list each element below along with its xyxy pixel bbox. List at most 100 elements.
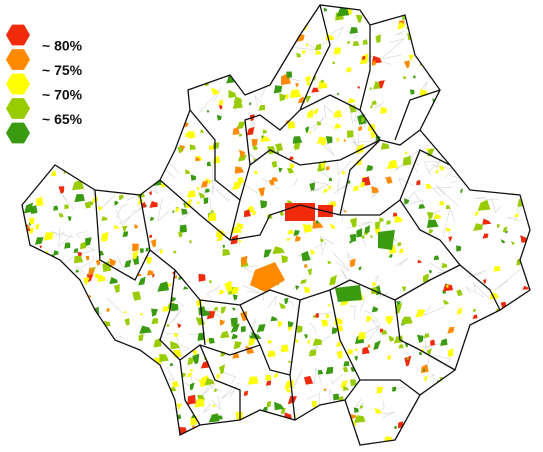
value-patch [409,21,414,27]
value-patch [90,26,102,35]
value-patch [53,250,59,256]
value-patch [364,225,370,234]
value-patch [463,390,467,394]
neighborhood-line [360,296,366,311]
value-patch [423,333,430,338]
value-patch [263,249,272,258]
value-patch [181,208,188,215]
value-patch [208,413,220,423]
value-patch [443,299,449,305]
neighborhood-line [480,368,487,388]
value-patch [207,212,217,222]
district-border [159,269,296,421]
value-patch [426,348,432,357]
value-patch [521,410,529,419]
legend-swatch [6,73,30,95]
value-patch [287,121,296,129]
value-patch [206,428,212,434]
value-patch [208,280,212,284]
value-patch [416,179,421,186]
value-patch [53,323,58,329]
value-patch [515,354,519,359]
value-patch [513,115,524,127]
value-patch [358,266,362,271]
value-patch [249,102,252,106]
value-patch [29,331,33,335]
neighborhood-line [291,42,318,51]
value-patch [389,6,393,12]
value-patch [100,78,103,81]
value-patch [156,47,164,56]
value-patch [88,201,94,206]
value-patch [475,211,479,217]
value-patch [52,444,61,445]
neighborhood-line [484,62,500,75]
value-patch [525,263,530,271]
neighborhood-line [141,47,155,64]
value-patch [192,353,200,365]
neighborhood-line [406,425,425,432]
value-patch [312,220,324,229]
value-patch [251,211,257,216]
neighborhood-line [208,309,223,319]
value-patch [130,171,138,179]
neighborhood-line [247,151,259,161]
neighborhood-line [491,320,506,334]
value-patch [471,140,475,145]
value-patch [81,6,88,13]
value-patch [320,238,324,243]
value-patch [513,85,519,92]
value-patch [441,262,448,269]
value-patch [208,338,215,344]
value-patch [485,17,491,25]
value-patch [256,81,260,85]
value-patch [247,81,255,89]
value-patch [399,248,404,254]
neighborhood-line [269,7,286,20]
value-patch [524,68,530,76]
neighborhood-line [254,31,261,42]
value-patch [479,28,485,35]
neighborhood-line [494,268,522,291]
value-patch [312,338,322,346]
value-patch [442,382,447,387]
value-patch [232,294,238,301]
value-patch [466,351,472,360]
value-patch [343,361,350,367]
neighborhood-line [106,298,124,314]
value-patch [195,20,204,28]
value-patch [471,113,477,118]
value-patch [231,333,238,340]
value-patch [525,398,530,405]
value-patch [511,241,515,245]
value-patch [464,380,476,389]
value-patch [92,407,97,413]
value-patch [35,179,38,183]
value-patch [218,415,223,420]
value-patch [237,51,243,56]
value-patch [456,289,463,297]
neighborhood-line [124,383,137,397]
value-patch [50,435,59,441]
value-patch [116,365,121,370]
neighborhood-line [63,341,90,357]
value-patch [102,104,108,114]
value-patch [82,175,88,180]
value-patch [186,372,192,378]
neighborhood-line [309,187,322,192]
value-patch [308,131,312,135]
value-patch [25,305,30,309]
value-patch [448,69,456,77]
value-patch [440,420,444,425]
value-patch [190,11,196,16]
value-patch [313,108,319,115]
value-patch [188,198,192,203]
neighborhood-line [290,368,304,391]
value-patch [93,91,101,101]
neighborhood-line [50,231,75,238]
value-patch [169,363,174,366]
value-patch [336,137,340,142]
neighborhood-line [493,336,507,343]
value-patch [353,415,366,423]
